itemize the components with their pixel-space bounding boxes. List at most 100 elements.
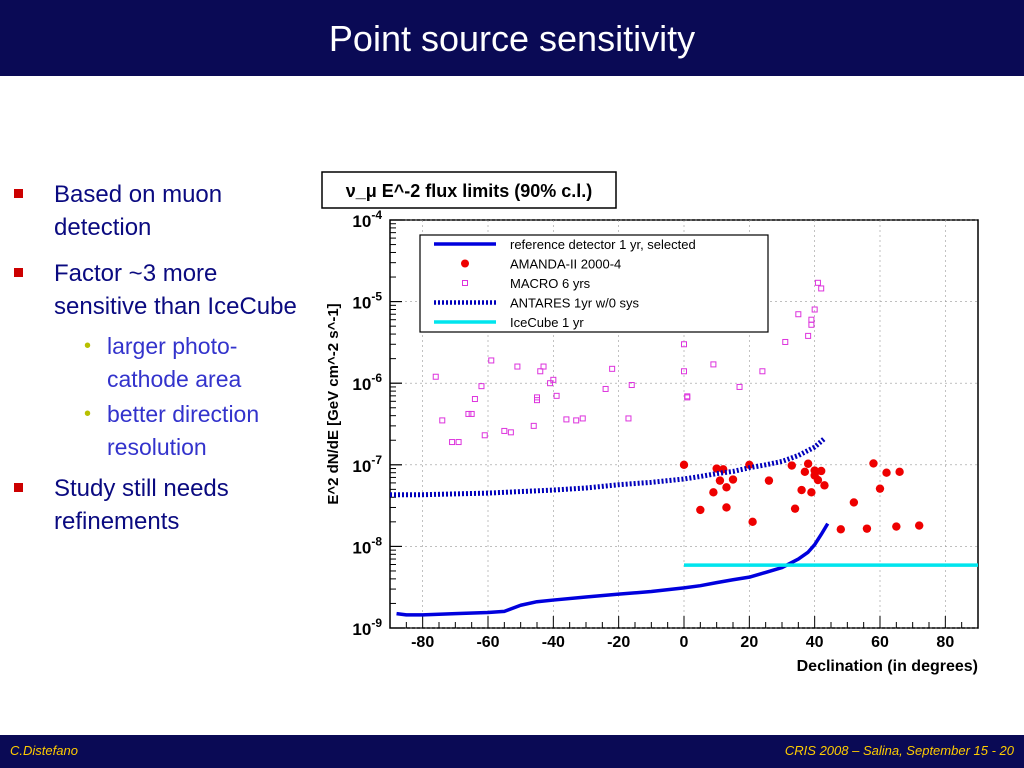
data-point-amanda xyxy=(895,467,904,477)
sub-bullet-dot: • xyxy=(84,335,92,357)
x-tick-label: -60 xyxy=(476,634,499,651)
data-point-macro xyxy=(681,341,687,348)
bullet-item: Study still needs refinements xyxy=(14,472,314,538)
data-point-amanda xyxy=(679,460,689,469)
x-tick-label: 40 xyxy=(806,634,824,651)
bullet-marker xyxy=(14,483,23,492)
sub-bullet-dot: • xyxy=(84,403,92,425)
data-point-amanda xyxy=(849,498,859,507)
x-tick-label: -40 xyxy=(542,634,565,651)
data-point-macro xyxy=(481,432,488,439)
x-tick-label: 60 xyxy=(871,634,889,651)
data-point-macro xyxy=(808,321,815,328)
data-point-macro xyxy=(530,422,537,429)
data-point-macro xyxy=(471,396,478,403)
data-point-macro xyxy=(710,361,717,368)
data-point-amanda xyxy=(709,488,718,497)
x-axis-title: Declination (in degrees) xyxy=(797,658,978,675)
data-point-macro xyxy=(563,416,570,423)
data-point-macro xyxy=(550,376,557,383)
legend-label: MACRO 6 yrs xyxy=(510,276,591,291)
data-point-macro xyxy=(579,415,586,422)
legend-label: AMANDA-II 2000-4 xyxy=(510,257,621,272)
chart-title-box xyxy=(321,171,617,209)
x-tick-label: 0 xyxy=(680,634,689,651)
legend-box xyxy=(419,234,769,333)
bullet-text: Factor ~3 more sensitive than IceCube xyxy=(54,260,297,320)
y-tick-label: 10-4 xyxy=(352,208,382,231)
x-tick-label: 80 xyxy=(936,634,954,651)
y-tick-label: 10-6 xyxy=(352,371,382,394)
series-line xyxy=(396,522,830,617)
data-point-macro xyxy=(553,392,560,399)
data-point-macro xyxy=(814,279,821,286)
bullet-marker xyxy=(14,268,23,277)
data-point-amanda xyxy=(800,467,810,477)
legend-swatch xyxy=(462,280,468,286)
bullet-text: Study still needs refinements xyxy=(54,475,229,535)
bullet-marker xyxy=(14,189,23,198)
data-point-amanda xyxy=(748,517,757,527)
data-point-amanda xyxy=(712,464,721,473)
data-point-macro xyxy=(507,429,514,436)
data-point-macro xyxy=(602,385,609,392)
data-point-amanda xyxy=(728,475,738,484)
page-title: Point source sensitivity xyxy=(328,18,696,59)
sub-bullet-text: larger photo-cathode area xyxy=(107,333,242,392)
data-point-macro xyxy=(449,439,456,446)
data-point-macro xyxy=(609,365,616,372)
data-point-amanda xyxy=(722,503,731,512)
data-point-amanda xyxy=(836,525,845,534)
data-point-amanda xyxy=(813,475,823,485)
title-bar xyxy=(0,0,1024,76)
sub-bullet-item: • better direction resolution xyxy=(14,398,314,464)
footer-event: CRIS 2008 – Salina, September 15 - 20 xyxy=(784,743,1014,758)
plot-area xyxy=(390,279,978,617)
data-point-macro xyxy=(782,338,789,345)
legend-label: reference detector 1 yr, selected xyxy=(510,237,696,252)
footer-bar xyxy=(0,735,1024,768)
grid-lines xyxy=(390,219,978,629)
y-axis-title: E^2 dN/dE [GeV cm^-2 s^-1] xyxy=(325,303,342,504)
data-point-amanda xyxy=(892,522,901,531)
data-point-macro xyxy=(540,363,547,370)
data-point-macro xyxy=(465,410,472,417)
data-point-amanda xyxy=(715,476,725,485)
data-point-macro xyxy=(547,380,554,387)
data-point-macro xyxy=(759,368,766,375)
flux-limits-chart: -80 -60 -40 -20 0 20 40 60 80 10-9 10-8 10-7 10-6 10-… xyxy=(321,171,979,675)
data-point-amanda xyxy=(820,481,829,490)
data-point-macro xyxy=(534,397,540,404)
chart-title: ν_μ E^-2 flux limits (90% c.l.) xyxy=(346,181,593,201)
data-point-macro xyxy=(628,382,635,389)
bullet-text: Based on muon detection xyxy=(54,181,223,241)
data-point-amanda xyxy=(875,484,885,493)
data-point-macro xyxy=(684,393,691,400)
legend-label: IceCube 1 yr xyxy=(510,315,584,330)
data-point-macro xyxy=(432,373,439,380)
data-point-macro xyxy=(478,383,485,390)
data-point-macro xyxy=(488,357,495,364)
data-point-amanda xyxy=(803,459,813,468)
bullet-list: Based on muon detection Factor ~3 more se… xyxy=(14,178,314,551)
data-point-macro xyxy=(681,368,687,375)
data-point-macro xyxy=(795,311,802,318)
data-point-amanda xyxy=(745,460,754,469)
y-tick-label: 10-8 xyxy=(352,534,382,557)
data-point-macro xyxy=(439,417,446,424)
data-point-amanda xyxy=(869,459,878,468)
y-tick-label: 10-7 xyxy=(352,453,382,476)
data-point-macro xyxy=(805,332,812,339)
legend-label: ANTARES 1yr w/0 sys xyxy=(510,296,640,311)
data-point-macro xyxy=(811,306,818,313)
data-point-amanda xyxy=(797,485,806,495)
data-point-amanda xyxy=(915,521,924,530)
data-point-amanda xyxy=(817,466,826,476)
x-tick-label: -20 xyxy=(607,634,630,651)
data-point-macro xyxy=(514,363,521,370)
data-point-macro xyxy=(455,439,462,446)
x-tick-label: -80 xyxy=(411,634,434,651)
x-tick-label: 20 xyxy=(740,634,758,651)
data-point-macro xyxy=(468,410,475,417)
y-tick-label: 10-9 xyxy=(352,616,382,639)
